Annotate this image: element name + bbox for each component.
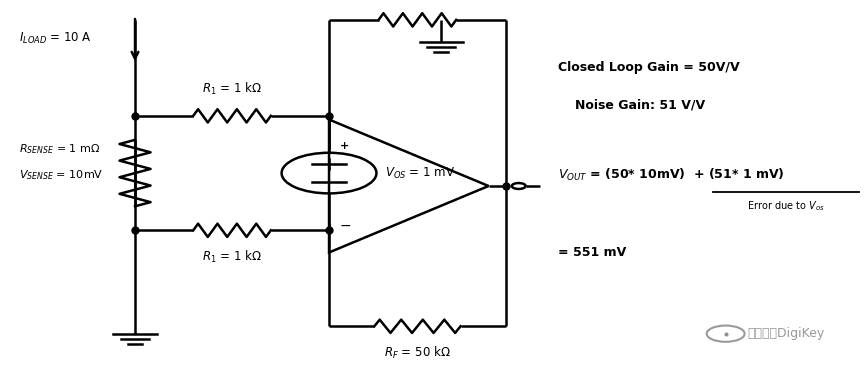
Text: Closed Loop Gain = 50V/V: Closed Loop Gain = 50V/V (558, 61, 740, 74)
Text: $V_{OUT}$ = (50* 10mV)  + (51* 1 mV): $V_{OUT}$ = (50* 10mV) + (51* 1 mV) (558, 167, 784, 183)
Text: Error due to $V_{os}$: Error due to $V_{os}$ (747, 199, 825, 213)
Text: $R_1$ = 1 kΩ: $R_1$ = 1 kΩ (202, 81, 262, 97)
Text: Noise Gain: 51 V/V: Noise Gain: 51 V/V (574, 98, 705, 111)
Text: = 551 mV: = 551 mV (558, 246, 625, 259)
Text: $R_{SENSE}$ = 1 mΩ: $R_{SENSE}$ = 1 mΩ (19, 142, 100, 156)
Text: −: − (339, 219, 351, 233)
Text: $V_{OS}$ = 1 mV: $V_{OS}$ = 1 mV (385, 166, 455, 181)
Text: $V_{SENSE}$ = 10mV: $V_{SENSE}$ = 10mV (19, 168, 103, 182)
Text: +: + (339, 141, 349, 151)
Text: $I_{LOAD}$ = 10 A: $I_{LOAD}$ = 10 A (19, 31, 92, 46)
Text: $R_F$ = 50 kΩ: $R_F$ = 50 kΩ (384, 345, 451, 361)
Text: $R_1$ = 1 kΩ: $R_1$ = 1 kΩ (202, 249, 262, 265)
Text: 得捷电子DigiKey: 得捷电子DigiKey (747, 327, 824, 340)
